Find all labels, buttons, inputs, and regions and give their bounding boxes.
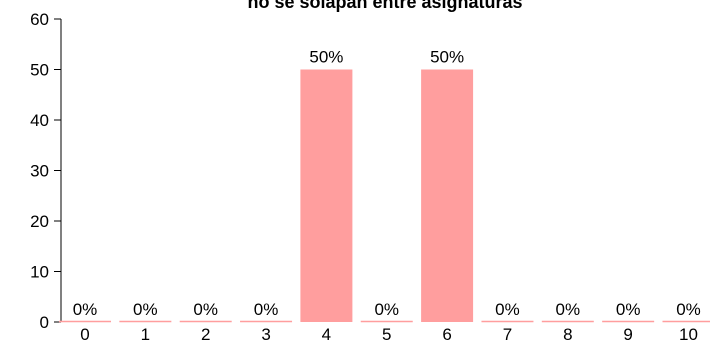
data-label: 0%	[254, 300, 279, 319]
y-tick-label: 60	[30, 10, 49, 29]
chart-title: no se solapan entre asignaturas	[247, 0, 522, 12]
data-label: 0%	[73, 300, 98, 319]
bars	[59, 69, 710, 323]
bar	[421, 69, 474, 322]
x-axis-labels: 0 1 2 3 4 5 6 7 8 9 10	[80, 325, 698, 343]
bar	[300, 69, 353, 322]
y-tick-label: 20	[30, 212, 49, 231]
x-tick-label: 8	[563, 325, 572, 343]
y-tick-label: 50	[30, 61, 49, 80]
y-axis: 0 10 20 30 40 50 60	[30, 10, 62, 332]
x-tick-label: 3	[261, 325, 270, 343]
data-label: 0%	[374, 300, 399, 319]
y-tick-label: 0	[40, 313, 49, 332]
x-tick-label: 4	[322, 325, 331, 343]
x-tick-label: 7	[503, 325, 512, 343]
x-tick-label: 10	[679, 325, 698, 343]
y-tick-label: 40	[30, 111, 49, 130]
data-label: 50%	[309, 48, 343, 67]
data-label: 0%	[495, 300, 520, 319]
data-labels: 0% 0% 0% 0% 50% 0% 50% 0% 0% 0% 0%	[73, 48, 701, 320]
y-tick-label: 30	[30, 162, 49, 181]
x-tick-label: 6	[442, 325, 451, 343]
data-label: 0%	[676, 300, 701, 319]
x-tick-label: 5	[382, 325, 391, 343]
x-tick-label: 1	[141, 325, 150, 343]
data-label: 0%	[616, 300, 641, 319]
x-tick-label: 0	[80, 325, 89, 343]
data-label: 0%	[556, 300, 581, 319]
x-tick-label: 9	[623, 325, 632, 343]
x-tick-label: 2	[201, 325, 210, 343]
y-tick-label: 10	[30, 263, 49, 282]
data-label: 50%	[430, 48, 464, 67]
data-label: 0%	[193, 300, 218, 319]
data-label: 0%	[133, 300, 158, 319]
